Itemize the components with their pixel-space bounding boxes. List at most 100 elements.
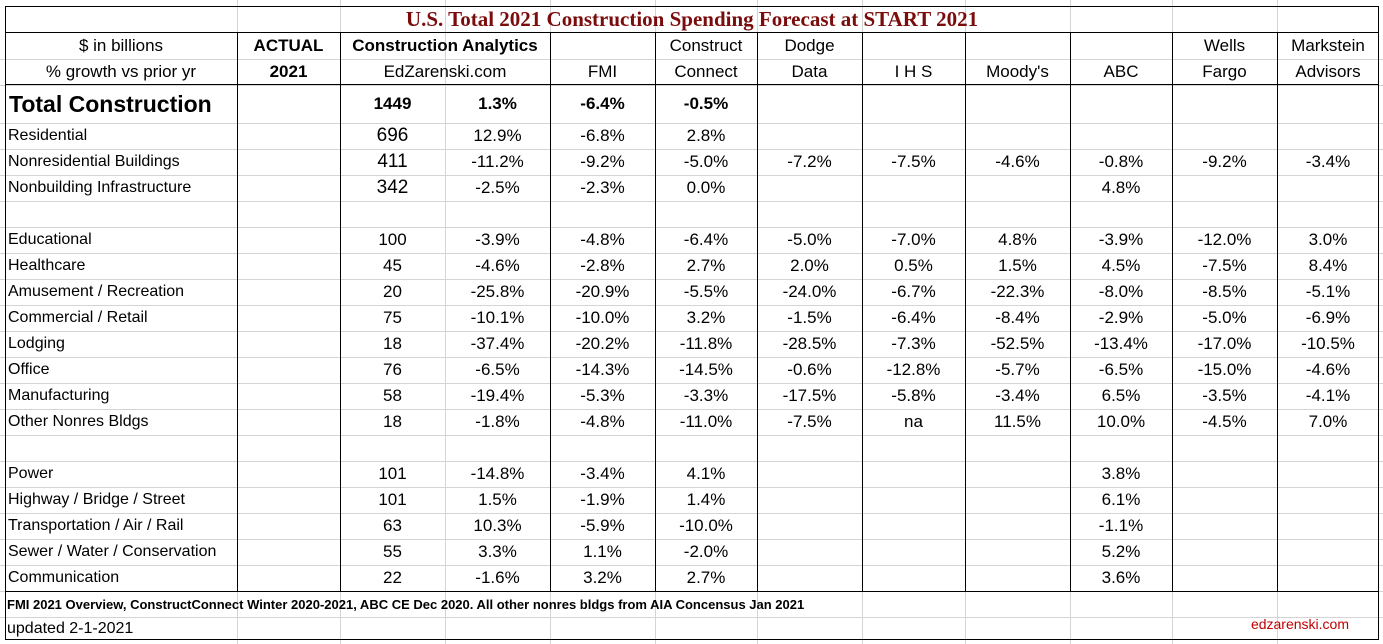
cell-dodge: -17.5%: [782, 386, 837, 405]
cell-wells: [1172, 123, 1277, 149]
cell-fmi: -6.4%: [580, 94, 625, 113]
cell-moodys: 11.5%: [994, 412, 1041, 431]
cell-markstein: -3.4%: [1305, 152, 1351, 171]
cell-wells: -9.2%: [1202, 152, 1247, 171]
cell-cc: 2.7%: [686, 568, 726, 587]
cell-ihs: [862, 201, 965, 227]
cell-wells: [1172, 201, 1277, 227]
cell-ca-value: 696: [376, 125, 409, 146]
cell-actual: [237, 539, 340, 565]
row-label: Lodging: [8, 335, 65, 352]
cell-ca-value: 22: [383, 568, 402, 587]
column-border: [1172, 33, 1173, 591]
cell-actual: [237, 279, 340, 305]
cell-markstein: [1277, 539, 1379, 565]
cell-cc: -3.3%: [683, 386, 729, 405]
cell-fmi: -1.9%: [580, 490, 625, 509]
cell-fmi: -2.8%: [580, 256, 625, 275]
cell-wells: [1172, 565, 1277, 591]
row-label: Amusement / Recreation: [8, 283, 185, 300]
cell-cc: 1.4%: [686, 490, 726, 509]
header-wells-top: Wells: [1203, 36, 1246, 55]
cell-wells: [1172, 461, 1277, 487]
cell-markstein: [1277, 201, 1379, 227]
header-moodys: Moody's: [986, 62, 1049, 81]
row-label: Communication: [8, 569, 120, 586]
row-label: Healthcare: [8, 257, 86, 274]
cell-markstein: 8.4%: [1308, 256, 1348, 275]
cell-markstein: 3.0%: [1308, 230, 1348, 249]
cell-actual: [237, 85, 340, 123]
cell-moodys: [965, 85, 1070, 123]
cell-fmi: 1.1%: [583, 542, 622, 561]
cell-dodge: -5.0%: [787, 230, 832, 249]
row-label: [5, 201, 237, 227]
cell-actual: [237, 253, 340, 279]
cell-abc: -8.0%: [1098, 282, 1144, 301]
cell-markstein: [1277, 513, 1379, 539]
cell-fmi: [550, 435, 655, 461]
cell-ca-pct: 10.3%: [473, 516, 522, 535]
site-link[interactable]: edzarenski.com: [1250, 616, 1349, 632]
header-ihs: I H S: [894, 62, 933, 81]
cell-dodge: [757, 435, 862, 461]
cell-ca-value: 55: [383, 542, 402, 561]
cell-abc: 4.8%: [1101, 178, 1141, 197]
cell-wells: [1172, 539, 1277, 565]
cell-dodge: [757, 123, 862, 149]
cell-abc: 5.2%: [1101, 542, 1141, 561]
cell-cc: -2.0%: [683, 542, 729, 561]
row-label: Nonresidential Buildings: [8, 153, 180, 170]
cell-moodys: [965, 201, 1070, 227]
header-dodge: Data: [791, 62, 828, 81]
row-label: Highway / Bridge / Street: [8, 491, 185, 508]
cell-dodge: -7.5%: [787, 412, 832, 431]
cell-ca-value: 100: [378, 230, 407, 249]
row-label: Sewer / Water / Conservation: [8, 543, 217, 560]
cell-abc: -0.8%: [1098, 152, 1144, 171]
cell-cc: -14.5%: [679, 360, 733, 379]
row-label: Manufacturing: [8, 387, 110, 404]
cell-cc: [655, 435, 757, 461]
cell-wells: -4.5%: [1202, 412, 1247, 431]
cell-ca-value: 58: [383, 386, 402, 405]
cell-abc: [1070, 201, 1172, 227]
cell-actual: [237, 487, 340, 513]
cell-abc: 6.5%: [1101, 386, 1141, 405]
cell-ca-pct: -3.9%: [475, 230, 520, 249]
cell-actual: [237, 123, 340, 149]
cell-ca-value: 20: [383, 282, 402, 301]
cell-wells: -17.0%: [1197, 334, 1252, 353]
cell-markstein: -5.1%: [1305, 282, 1351, 301]
cell-abc: [1070, 123, 1172, 149]
row-label: Educational: [8, 231, 92, 248]
header-fmi: FMI: [587, 62, 618, 81]
cell-dodge: [757, 487, 862, 513]
cell-ca-value: 18: [383, 334, 402, 353]
cell-moodys: [965, 123, 1070, 149]
cell-moodys: 1.5%: [998, 256, 1037, 275]
cell-ihs: -6.4%: [891, 308, 936, 327]
cell-fmi: 3.2%: [583, 568, 622, 587]
cell-wells: [1172, 435, 1277, 461]
cell-actual: [237, 409, 340, 435]
cell-dodge: -7.2%: [787, 152, 832, 171]
cell-markstein: [1277, 487, 1379, 513]
sources-note: FMI 2021 Overview, ConstructConnect Wint…: [7, 597, 805, 612]
cell-wells: [1172, 513, 1277, 539]
cell-actual: [237, 357, 340, 383]
cell-ca-pct: -2.5%: [475, 178, 520, 197]
cell-dodge: -28.5%: [782, 334, 837, 353]
cell-markstein: [1277, 175, 1379, 201]
row-label: Commercial / Retail: [8, 309, 148, 326]
column-border: [1277, 33, 1278, 591]
cell-dodge: [757, 565, 862, 591]
cell-ihs: -7.3%: [891, 334, 936, 353]
header-edzarenski: EdZarenski.com: [383, 62, 507, 81]
cell-wells: [1172, 175, 1277, 201]
cell-markstein: -4.6%: [1305, 360, 1351, 379]
cell-dodge: [757, 461, 862, 487]
cell-moodys: -5.7%: [995, 360, 1040, 379]
cell-cc: -0.5%: [683, 94, 729, 113]
